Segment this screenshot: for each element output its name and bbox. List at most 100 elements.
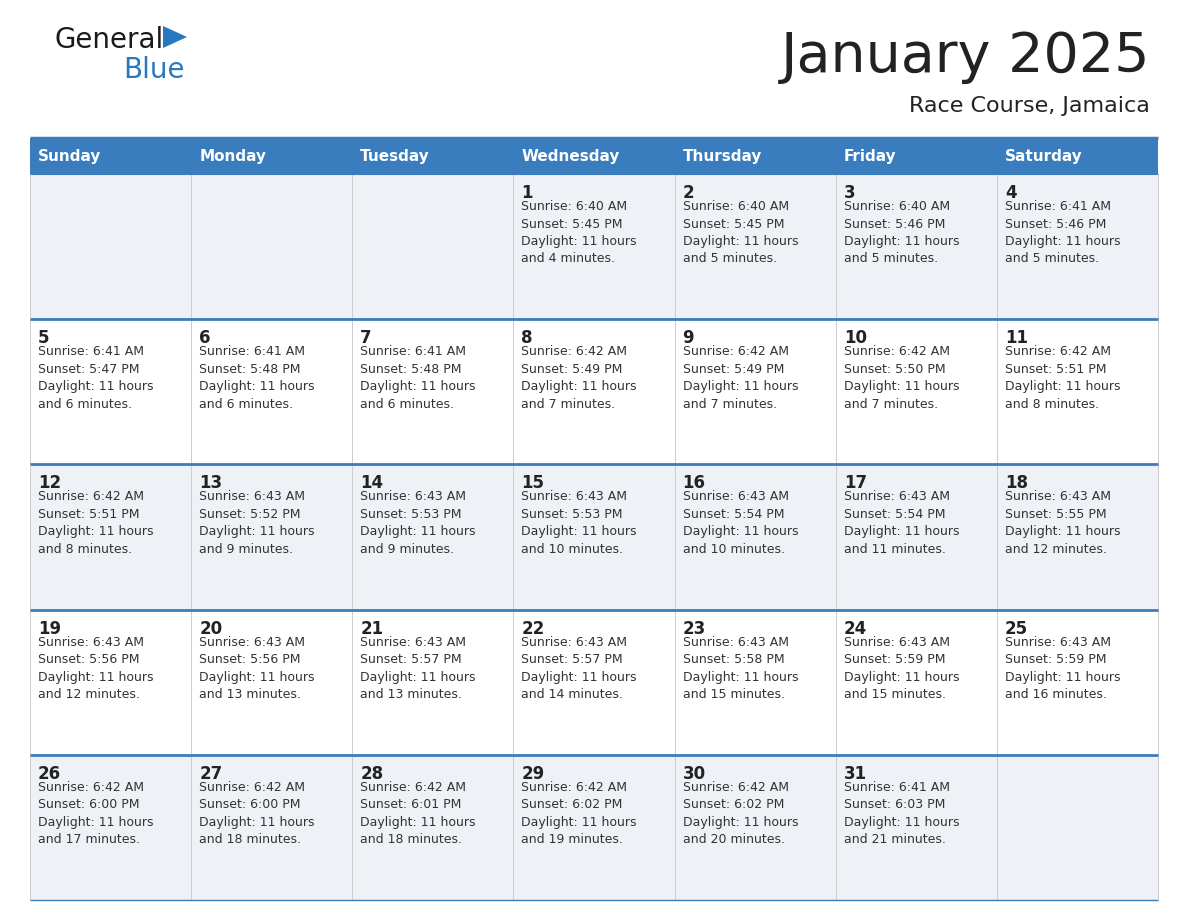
Text: Friday: Friday [843, 149, 896, 163]
Text: Sunrise: 6:42 AM
Sunset: 5:51 PM
Daylight: 11 hours
and 8 minutes.: Sunrise: 6:42 AM Sunset: 5:51 PM Dayligh… [1005, 345, 1120, 410]
Bar [997, 610, 1158, 755]
Text: 5: 5 [38, 330, 50, 347]
Text: Wednesday: Wednesday [522, 149, 620, 163]
Text: 11: 11 [1005, 330, 1028, 347]
Bar [353, 138, 513, 174]
Text: 26: 26 [38, 765, 61, 783]
Text: Sunrise: 6:42 AM
Sunset: 5:51 PM
Daylight: 11 hours
and 8 minutes.: Sunrise: 6:42 AM Sunset: 5:51 PM Dayligh… [38, 490, 153, 556]
Text: Sunrise: 6:42 AM
Sunset: 5:50 PM
Daylight: 11 hours
and 7 minutes.: Sunrise: 6:42 AM Sunset: 5:50 PM Dayligh… [843, 345, 959, 410]
Bar [997, 138, 1158, 174]
Bar [30, 319, 191, 465]
Bar [675, 138, 835, 174]
Text: 28: 28 [360, 765, 384, 783]
Text: Thursday: Thursday [683, 149, 762, 163]
Bar [191, 174, 353, 319]
Bar [30, 610, 191, 755]
Bar [30, 174, 191, 319]
Text: 18: 18 [1005, 475, 1028, 492]
Text: Sunrise: 6:43 AM
Sunset: 5:53 PM
Daylight: 11 hours
and 10 minutes.: Sunrise: 6:43 AM Sunset: 5:53 PM Dayligh… [522, 490, 637, 556]
Bar [30, 138, 191, 174]
Text: 7: 7 [360, 330, 372, 347]
Text: 3: 3 [843, 184, 855, 202]
Bar [835, 138, 997, 174]
Bar [997, 465, 1158, 610]
Bar [997, 174, 1158, 319]
Bar [675, 319, 835, 465]
Bar [353, 174, 513, 319]
Text: Sunrise: 6:43 AM
Sunset: 5:55 PM
Daylight: 11 hours
and 12 minutes.: Sunrise: 6:43 AM Sunset: 5:55 PM Dayligh… [1005, 490, 1120, 556]
Text: Sunrise: 6:40 AM
Sunset: 5:45 PM
Daylight: 11 hours
and 4 minutes.: Sunrise: 6:40 AM Sunset: 5:45 PM Dayligh… [522, 200, 637, 265]
Text: Sunrise: 6:43 AM
Sunset: 5:54 PM
Daylight: 11 hours
and 10 minutes.: Sunrise: 6:43 AM Sunset: 5:54 PM Dayligh… [683, 490, 798, 556]
Text: Sunrise: 6:42 AM
Sunset: 6:01 PM
Daylight: 11 hours
and 18 minutes.: Sunrise: 6:42 AM Sunset: 6:01 PM Dayligh… [360, 781, 475, 846]
Bar [835, 465, 997, 610]
Text: 24: 24 [843, 620, 867, 638]
Text: 14: 14 [360, 475, 384, 492]
Text: Sunrise: 6:43 AM
Sunset: 5:58 PM
Daylight: 11 hours
and 15 minutes.: Sunrise: 6:43 AM Sunset: 5:58 PM Dayligh… [683, 635, 798, 701]
Bar [191, 755, 353, 900]
Text: 25: 25 [1005, 620, 1028, 638]
Text: 13: 13 [200, 475, 222, 492]
Text: Sunrise: 6:42 AM
Sunset: 6:00 PM
Daylight: 11 hours
and 17 minutes.: Sunrise: 6:42 AM Sunset: 6:00 PM Dayligh… [38, 781, 153, 846]
Text: Race Course, Jamaica: Race Course, Jamaica [909, 96, 1150, 116]
Text: Saturday: Saturday [1005, 149, 1082, 163]
Text: 4: 4 [1005, 184, 1017, 202]
Bar [353, 465, 513, 610]
Text: Sunday: Sunday [38, 149, 101, 163]
Text: 10: 10 [843, 330, 867, 347]
Text: Sunrise: 6:42 AM
Sunset: 5:49 PM
Daylight: 11 hours
and 7 minutes.: Sunrise: 6:42 AM Sunset: 5:49 PM Dayligh… [683, 345, 798, 410]
Text: Sunrise: 6:43 AM
Sunset: 5:54 PM
Daylight: 11 hours
and 11 minutes.: Sunrise: 6:43 AM Sunset: 5:54 PM Dayligh… [843, 490, 959, 556]
Text: 22: 22 [522, 620, 544, 638]
Text: Sunrise: 6:43 AM
Sunset: 5:57 PM
Daylight: 11 hours
and 13 minutes.: Sunrise: 6:43 AM Sunset: 5:57 PM Dayligh… [360, 635, 475, 701]
Bar [353, 610, 513, 755]
Text: Sunrise: 6:43 AM
Sunset: 5:52 PM
Daylight: 11 hours
and 9 minutes.: Sunrise: 6:43 AM Sunset: 5:52 PM Dayligh… [200, 490, 315, 556]
Text: Sunrise: 6:41 AM
Sunset: 5:47 PM
Daylight: 11 hours
and 6 minutes.: Sunrise: 6:41 AM Sunset: 5:47 PM Dayligh… [38, 345, 153, 410]
Text: 9: 9 [683, 330, 694, 347]
Bar [675, 755, 835, 900]
Bar [30, 755, 191, 900]
Text: 23: 23 [683, 620, 706, 638]
Text: 20: 20 [200, 620, 222, 638]
Bar [513, 465, 675, 610]
Text: 8: 8 [522, 330, 533, 347]
Text: 27: 27 [200, 765, 222, 783]
Text: 30: 30 [683, 765, 706, 783]
Text: Sunrise: 6:43 AM
Sunset: 5:59 PM
Daylight: 11 hours
and 16 minutes.: Sunrise: 6:43 AM Sunset: 5:59 PM Dayligh… [1005, 635, 1120, 701]
Bar [353, 319, 513, 465]
Bar [997, 319, 1158, 465]
Text: Sunrise: 6:43 AM
Sunset: 5:56 PM
Daylight: 11 hours
and 13 minutes.: Sunrise: 6:43 AM Sunset: 5:56 PM Dayligh… [200, 635, 315, 701]
Bar [353, 755, 513, 900]
Text: Sunrise: 6:43 AM
Sunset: 5:59 PM
Daylight: 11 hours
and 15 minutes.: Sunrise: 6:43 AM Sunset: 5:59 PM Dayligh… [843, 635, 959, 701]
Bar [191, 138, 353, 174]
Bar [835, 319, 997, 465]
Text: Sunrise: 6:42 AM
Sunset: 6:00 PM
Daylight: 11 hours
and 18 minutes.: Sunrise: 6:42 AM Sunset: 6:00 PM Dayligh… [200, 781, 315, 846]
Bar [513, 319, 675, 465]
Text: Sunrise: 6:42 AM
Sunset: 6:02 PM
Daylight: 11 hours
and 19 minutes.: Sunrise: 6:42 AM Sunset: 6:02 PM Dayligh… [522, 781, 637, 846]
Bar [835, 610, 997, 755]
Bar [191, 610, 353, 755]
Bar [191, 319, 353, 465]
Bar [997, 755, 1158, 900]
Bar [513, 610, 675, 755]
Text: 1: 1 [522, 184, 533, 202]
Text: 31: 31 [843, 765, 867, 783]
Text: 29: 29 [522, 765, 544, 783]
Bar [835, 174, 997, 319]
Text: Sunrise: 6:41 AM
Sunset: 6:03 PM
Daylight: 11 hours
and 21 minutes.: Sunrise: 6:41 AM Sunset: 6:03 PM Dayligh… [843, 781, 959, 846]
Bar [675, 174, 835, 319]
Text: Blue: Blue [124, 56, 184, 84]
Text: Sunrise: 6:43 AM
Sunset: 5:53 PM
Daylight: 11 hours
and 9 minutes.: Sunrise: 6:43 AM Sunset: 5:53 PM Dayligh… [360, 490, 475, 556]
Bar [675, 465, 835, 610]
Bar [513, 174, 675, 319]
Text: Sunrise: 6:42 AM
Sunset: 6:02 PM
Daylight: 11 hours
and 20 minutes.: Sunrise: 6:42 AM Sunset: 6:02 PM Dayligh… [683, 781, 798, 846]
Text: General: General [55, 26, 164, 54]
Text: 12: 12 [38, 475, 61, 492]
Text: Sunrise: 6:43 AM
Sunset: 5:56 PM
Daylight: 11 hours
and 12 minutes.: Sunrise: 6:43 AM Sunset: 5:56 PM Dayligh… [38, 635, 153, 701]
Text: 6: 6 [200, 330, 210, 347]
Text: Tuesday: Tuesday [360, 149, 430, 163]
Bar [675, 610, 835, 755]
Polygon shape [163, 26, 187, 48]
Text: January 2025: January 2025 [781, 30, 1150, 84]
Text: 19: 19 [38, 620, 61, 638]
Text: 2: 2 [683, 184, 694, 202]
Text: 16: 16 [683, 475, 706, 492]
